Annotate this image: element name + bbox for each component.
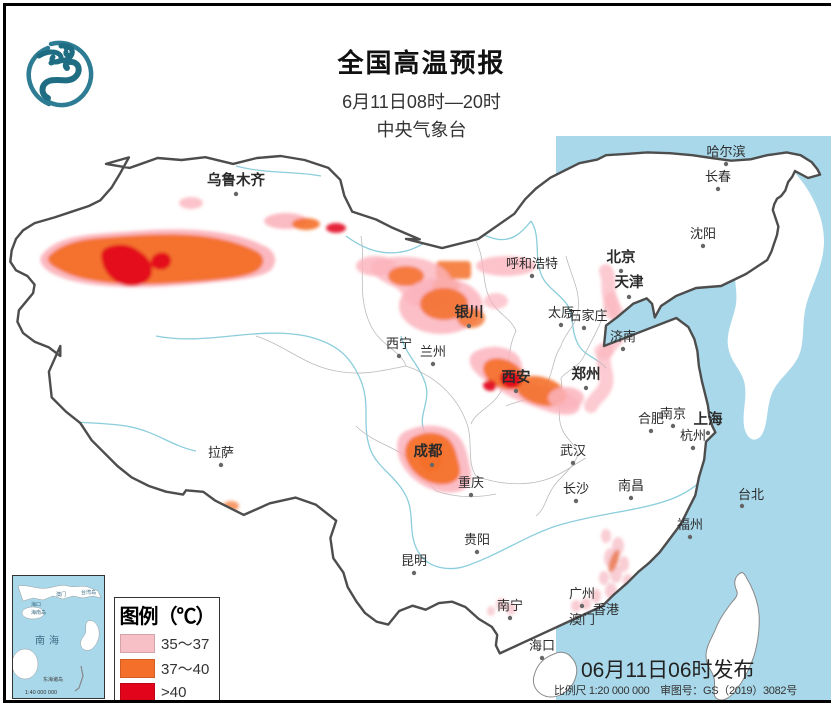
svg-text:澳门: 澳门 (56, 591, 66, 598)
svg-text:1:40 000 000: 1:40 000 000 (25, 690, 57, 696)
svg-text:台湾岛: 台湾岛 (81, 589, 96, 596)
svg-text:东海诸岛: 东海诸岛 (43, 676, 63, 683)
svg-text:海南岛: 海南岛 (31, 609, 46, 616)
svg-text:海口: 海口 (31, 601, 41, 608)
svg-text:南海: 南海 (35, 634, 63, 647)
